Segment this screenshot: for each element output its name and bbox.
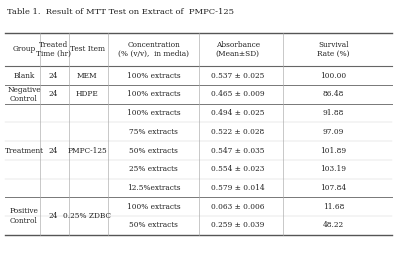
Text: 100% extracts: 100% extracts — [127, 72, 180, 80]
Text: 50% extracts: 50% extracts — [129, 147, 178, 154]
Text: 0.465 ± 0.009: 0.465 ± 0.009 — [211, 90, 264, 98]
Text: 25% extracts: 25% extracts — [129, 165, 178, 173]
Text: 0.25% ZDBC: 0.25% ZDBC — [63, 212, 112, 220]
Text: 100% extracts: 100% extracts — [127, 203, 180, 211]
Text: 0.554 ± 0.023: 0.554 ± 0.023 — [211, 165, 264, 173]
Text: 101.89: 101.89 — [320, 147, 346, 154]
Text: 0.259 ± 0.039: 0.259 ± 0.039 — [211, 222, 264, 229]
Text: Treatment: Treatment — [4, 147, 43, 154]
Text: Blank: Blank — [13, 72, 35, 80]
Text: 107.84: 107.84 — [320, 184, 346, 192]
Text: MEM: MEM — [77, 72, 98, 80]
Text: 0.063 ± 0.006: 0.063 ± 0.006 — [211, 203, 264, 211]
Text: 0.579 ± 0.014: 0.579 ± 0.014 — [211, 184, 264, 192]
Text: 100% extracts: 100% extracts — [127, 90, 180, 98]
Text: Concentration
(% (v/v),  in media): Concentration (% (v/v), in media) — [118, 41, 189, 58]
Text: Survival
Rate (%): Survival Rate (%) — [317, 41, 350, 58]
Text: 24: 24 — [48, 90, 58, 98]
Text: 103.19: 103.19 — [320, 165, 346, 173]
Text: Group: Group — [12, 46, 35, 53]
Text: 100.00: 100.00 — [320, 72, 346, 80]
Text: Absorbance
(Mean±SD): Absorbance (Mean±SD) — [216, 41, 260, 58]
Text: 48.22: 48.22 — [323, 222, 344, 229]
Text: HDPE: HDPE — [76, 90, 98, 98]
Text: 97.09: 97.09 — [323, 128, 344, 136]
Text: 24: 24 — [48, 72, 58, 80]
Text: Test Item: Test Item — [70, 46, 105, 53]
Text: Negative
Control: Negative Control — [7, 86, 41, 103]
Text: 0.547 ± 0.035: 0.547 ± 0.035 — [211, 147, 264, 154]
Text: PMPC-125: PMPC-125 — [67, 147, 107, 154]
Text: 0.522 ± 0.028: 0.522 ± 0.028 — [211, 128, 264, 136]
Text: 75% extracts: 75% extracts — [129, 128, 178, 136]
Text: 100% extracts: 100% extracts — [127, 109, 180, 117]
Text: Table 1.  Result of MTT Test on Extract of  PMPC-125: Table 1. Result of MTT Test on Extract o… — [7, 8, 234, 16]
Text: 86.48: 86.48 — [323, 90, 344, 98]
Text: Treated
Time (hr): Treated Time (hr) — [36, 41, 71, 58]
Text: Positive
Control: Positive Control — [9, 207, 39, 225]
Text: 0.494 ± 0.025: 0.494 ± 0.025 — [211, 109, 264, 117]
Text: 0.537 ± 0.025: 0.537 ± 0.025 — [211, 72, 264, 80]
Text: 24: 24 — [48, 212, 58, 220]
Text: 50% extracts: 50% extracts — [129, 222, 178, 229]
Text: 24: 24 — [48, 147, 58, 154]
Text: 91.88: 91.88 — [323, 109, 344, 117]
Text: 12.5%extracts: 12.5%extracts — [127, 184, 180, 192]
Text: 11.68: 11.68 — [323, 203, 344, 211]
